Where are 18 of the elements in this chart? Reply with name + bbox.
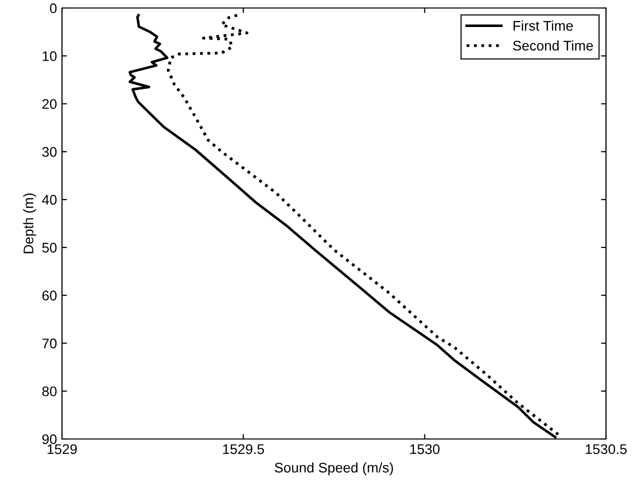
x-tick-label: 1529	[48, 444, 77, 454]
legend-label: First Time	[514, 20, 573, 31]
legend-label: Second Time	[513, 40, 593, 51]
y-tick-label: 20	[42, 99, 57, 109]
x-tick-label: 1529.5	[223, 444, 264, 454]
y-tick-label: 80	[42, 386, 57, 396]
y-tick-label: 30	[42, 147, 57, 157]
x-tick-label: 1530.5	[586, 444, 627, 454]
y-tick-label: 70	[42, 338, 57, 348]
y-tick-label: 50	[42, 242, 57, 253]
y-tick-label: 0	[50, 3, 57, 14]
y-tick-label: 10	[42, 51, 57, 62]
y-tick-label: 90	[42, 434, 57, 444]
y-tick-label: 60	[42, 290, 57, 301]
y-axis-title: Depth (m)	[23, 193, 36, 254]
x-axis-title: Sound Speed (m/s)	[274, 462, 393, 476]
y-tick-label: 40	[42, 194, 57, 205]
x-tick-label: 1530	[410, 444, 440, 454]
